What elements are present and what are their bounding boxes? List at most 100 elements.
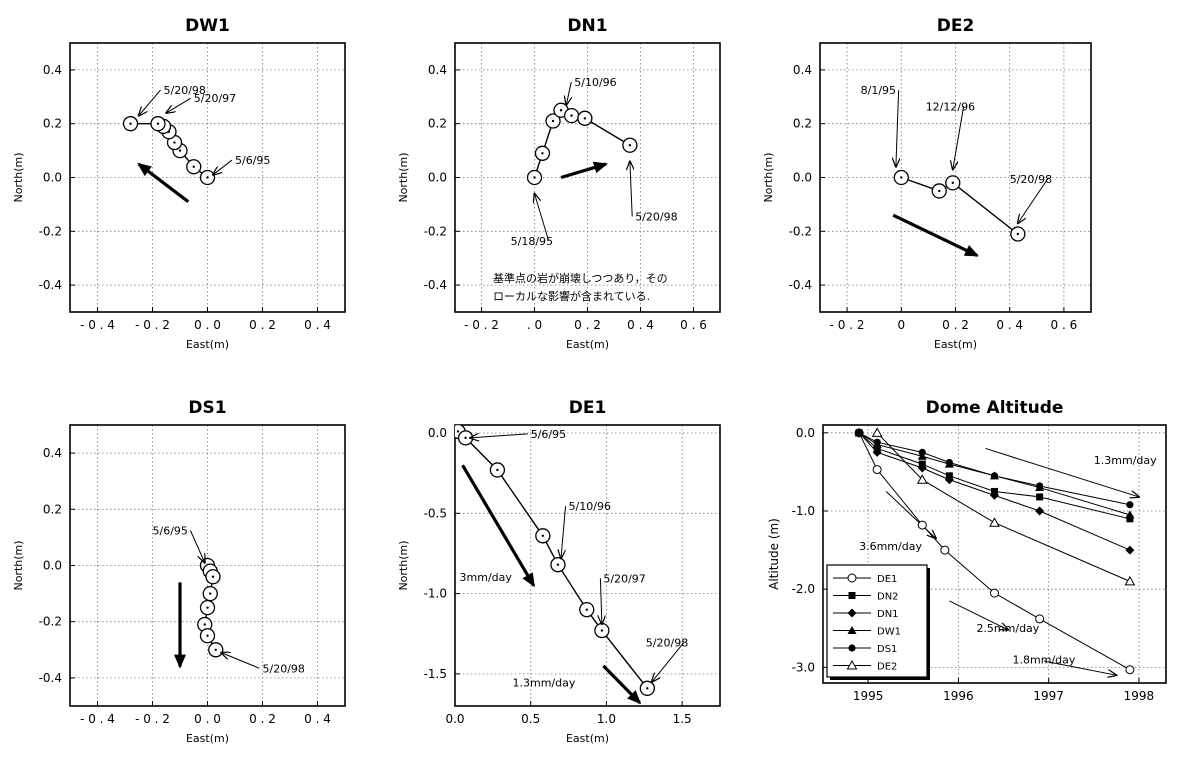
- x-tick-label: - 0 . 4: [80, 712, 115, 726]
- x-tick-label: 1996: [943, 689, 974, 703]
- annotation-label: 1.3mm/day: [1094, 454, 1157, 467]
- x-tick-label: 0 . 0: [194, 712, 221, 726]
- x-axis-label: East(m): [566, 338, 609, 351]
- x-axis-label: East(m): [566, 732, 609, 745]
- data-point-center: [214, 648, 217, 651]
- data-point-center: [559, 109, 563, 112]
- data-point-center: [628, 144, 632, 147]
- data-point-filled-circle: [1126, 501, 1134, 509]
- y-tick-label: 0.4: [43, 63, 62, 77]
- note-line: ローカルな影響が含まれている.: [493, 289, 650, 303]
- x-tick-label: 0 . 2: [942, 318, 969, 332]
- annotation-label: 5/20/97: [194, 92, 236, 105]
- y-axis-label: North(m): [762, 152, 775, 202]
- y-axis-label: Altitude (m): [767, 518, 781, 590]
- trend-arrow: [892, 213, 979, 257]
- data-point-filled-square: [848, 592, 856, 599]
- data-point-center: [551, 119, 555, 123]
- annotation-label: 12/12/96: [926, 100, 975, 113]
- legend-label: DE2: [877, 662, 897, 673]
- data-point-filled-diamond: [944, 475, 954, 485]
- x-axis-label: East(m): [186, 338, 229, 351]
- legend-label: DN2: [877, 592, 899, 603]
- y-tick-label: -0.2: [424, 224, 447, 238]
- annotation-arrow: [190, 530, 205, 563]
- x-tick-label: 0 . 6: [1051, 318, 1078, 332]
- data-point-center: [211, 575, 215, 578]
- data-point-center: [456, 430, 460, 433]
- data-point-open-circle: [847, 573, 857, 583]
- trend-arrow: [602, 664, 642, 705]
- data-point-center: [496, 468, 499, 472]
- data-point-filled-diamond: [990, 490, 999, 500]
- x-tick-label: 0 . 4: [304, 712, 331, 726]
- trend-arrow: [1044, 660, 1116, 675]
- x-tick-label: 1995: [853, 689, 884, 703]
- y-tick-label: 0.4: [428, 63, 447, 77]
- data-point-open-triangle: [1124, 575, 1136, 586]
- data-point-center: [585, 608, 588, 611]
- y-tick-label: -0.4: [789, 278, 812, 292]
- x-tick-label: 0 . 2: [574, 318, 601, 332]
- data-layer: [526, 102, 638, 186]
- x-tick-label: - 0 . 4: [80, 318, 115, 332]
- trend-arrow: [985, 447, 1138, 496]
- data-point-center: [600, 629, 604, 632]
- trend-arrow: [137, 162, 190, 203]
- annotation-label: 5/20/98: [646, 637, 688, 650]
- annotation-label: 1.8mm/day: [1013, 653, 1076, 666]
- chart-title: DN1: [567, 16, 607, 36]
- annotation-arrow: [630, 161, 632, 217]
- y-axis-label: North(m): [397, 540, 410, 590]
- annotation-arrow: [953, 106, 965, 169]
- legend-item: DW1: [833, 626, 901, 638]
- data-point-filled-circle: [1036, 482, 1044, 490]
- data-point-center: [951, 181, 954, 185]
- x-tick-label: 0 . 4: [996, 318, 1023, 332]
- annotation-label: 5/20/98: [164, 84, 206, 97]
- data-point-filled-circle: [848, 644, 856, 652]
- annotation-arrow: [1018, 178, 1049, 223]
- chart-de2: - 0 . 2 0 0 . 2 0 . 4 0 . 6 0.4 0.2 0.0 -0.2 -0.4…: [762, 16, 1092, 351]
- y-tick-label: -1.5: [424, 667, 447, 681]
- y-tick-label: 0.0: [43, 559, 62, 573]
- annotation-arrow: [561, 506, 567, 558]
- chart-title: DS1: [188, 398, 226, 418]
- trend-arrow: [949, 600, 1008, 630]
- data-point-center: [583, 117, 587, 120]
- data-point-open-circle: [990, 588, 999, 598]
- data-point-open-circle: [1125, 665, 1135, 675]
- trend-arrow: [560, 161, 608, 180]
- data-point-filled-square: [1036, 493, 1044, 501]
- data-point-filled-triangle: [1125, 510, 1135, 519]
- data-point-center: [173, 141, 176, 144]
- legend-item: DN2: [833, 592, 899, 603]
- annotation-arrow: [535, 194, 550, 241]
- annotation-label: 5/6/95: [235, 154, 270, 167]
- data-point-center: [541, 534, 545, 537]
- y-tick-label: -0.2: [39, 615, 62, 629]
- x-tick-label: 0: [897, 318, 905, 332]
- plot-frame: [822, 424, 1167, 684]
- y-axis-label: North(m): [12, 152, 25, 202]
- annotation-arrow: [139, 89, 161, 116]
- annotation-label: 5/6/95: [153, 525, 188, 538]
- legend-item: DE1: [833, 573, 897, 585]
- y-tick-label: -0.4: [39, 671, 62, 685]
- data-point-center: [646, 687, 649, 690]
- chart-dn1: - 0 . 2 . 0 0 . 2 0 . 4 0 . 6 0.4 0.2 0.0 -0.2 -0…: [397, 16, 721, 351]
- data-point-center: [900, 176, 903, 179]
- chart-dw1: - 0 . 4 - 0 . 2 0 . 0 0 . 2 0 . 4 0.4 0.2 0.0 -0…: [12, 16, 346, 351]
- annotation-label: 5/20/98: [263, 662, 305, 675]
- data-point-filled-circle: [990, 472, 999, 480]
- data-point-filled-triangle: [847, 626, 857, 634]
- data-point-center: [533, 176, 536, 179]
- data-point-center: [541, 152, 544, 155]
- annotation-arrow: [166, 97, 192, 113]
- series-line-de2: [876, 432, 1131, 582]
- data-layer: [174, 557, 224, 669]
- x-tick-label: 1998: [1124, 689, 1155, 703]
- annotation-label: 5/10/96: [569, 500, 611, 513]
- annotation-label: 5/6/95: [531, 428, 566, 441]
- x-axis-label: East(m): [186, 732, 229, 745]
